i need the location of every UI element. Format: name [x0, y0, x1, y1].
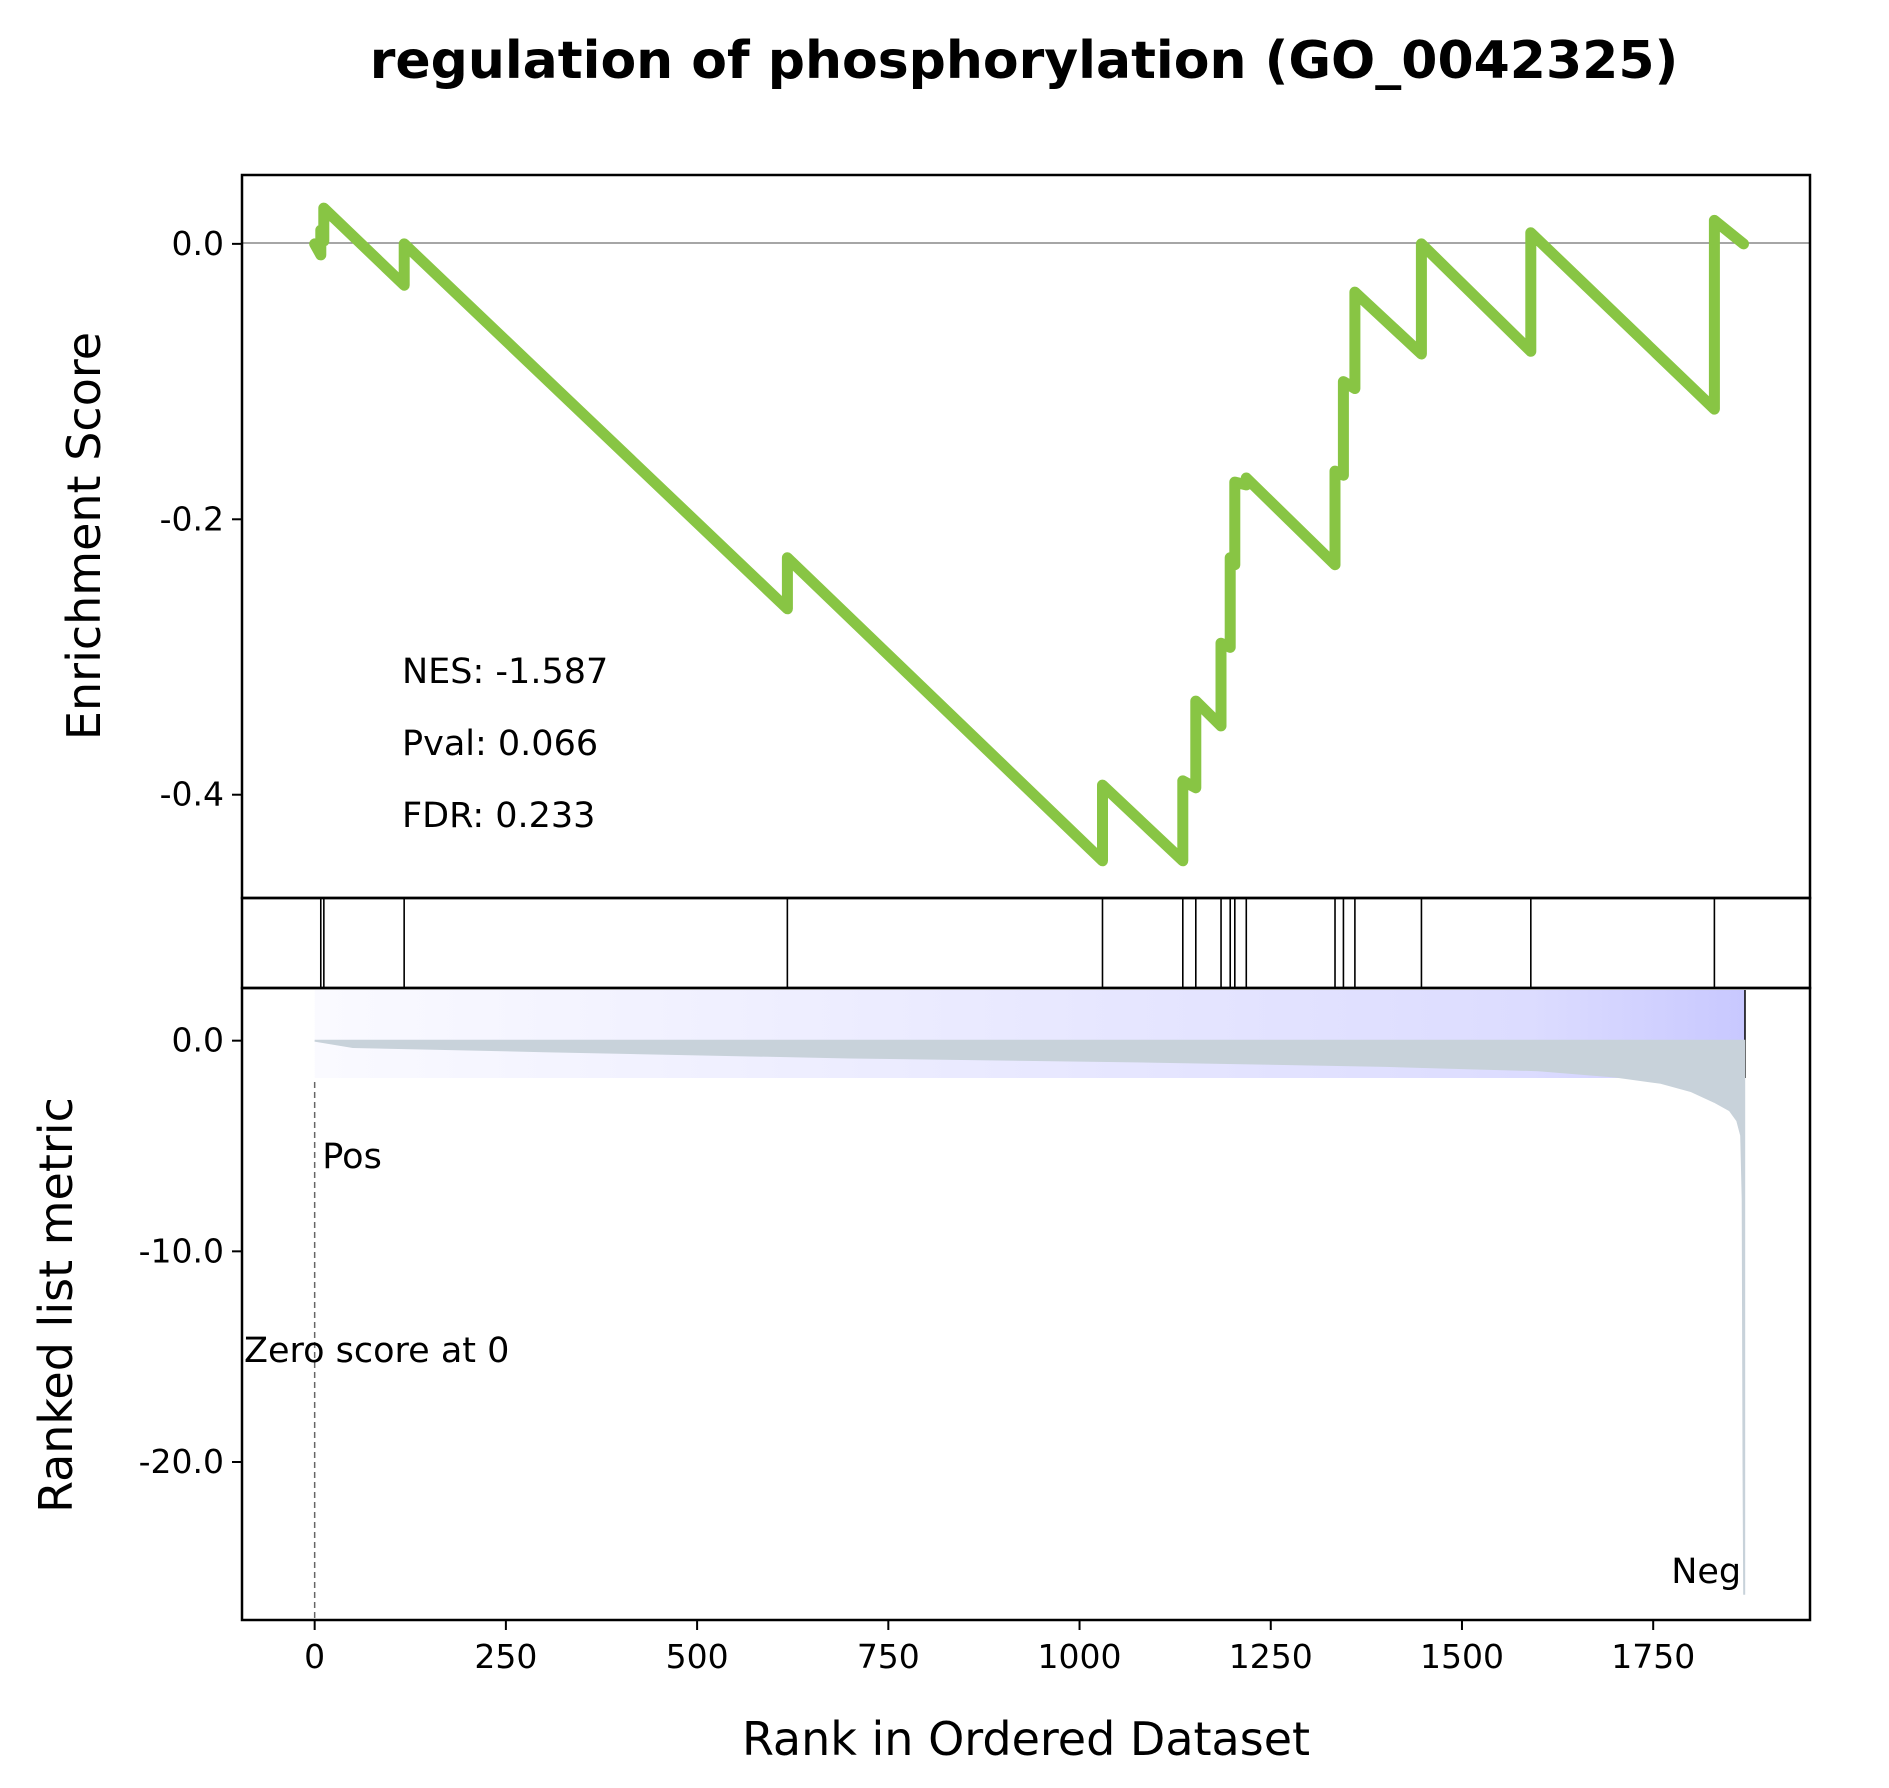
- x-tick-label: 500: [666, 1637, 729, 1676]
- x-tick-label: 1250: [1229, 1637, 1313, 1676]
- x-tick-label: 750: [857, 1637, 920, 1676]
- metric-area-fill: [314, 1039, 1746, 1595]
- hits-axes-frame: [240, 896, 1812, 990]
- es-y-ticks: 0.0 -0.2 -0.4: [160, 224, 242, 814]
- es-series-line: [309, 202, 1749, 867]
- enrichment-panel: 0.0 -0.2 -0.4 NES: -1.587 Pval: 0.066 FDR: 0…: [57, 173, 1812, 900]
- hits-panel: [240, 896, 1812, 990]
- x-tick-label: 1750: [1611, 1637, 1695, 1676]
- rm-y-ticks: 0.0 -10.0 -20.0: [139, 1021, 242, 1481]
- x-tick-label: 0: [304, 1637, 325, 1676]
- stat-annotation: FDR: 0.233: [402, 796, 595, 836]
- hit-markers: [319, 898, 1716, 988]
- x-axis-label: Rank in Ordered Dataset: [742, 1712, 1310, 1766]
- chart-title: regulation of phosphorylation (GO_004232…: [370, 31, 1679, 91]
- x-tick-label: 1500: [1420, 1637, 1504, 1676]
- pos-label: Pos: [322, 1137, 382, 1177]
- ranked-axes-frame: [240, 986, 1812, 1622]
- es-axis-label: Enrichment Score: [57, 332, 111, 740]
- es-tick-label: 0.0: [172, 224, 224, 263]
- neg-label: Neg: [1671, 1552, 1741, 1592]
- x-tick-label: 1000: [1038, 1637, 1122, 1676]
- stats-annotations: NES: -1.587 Pval: 0.066 FDR: 0.233: [402, 652, 608, 836]
- x-axis-ticks: 0 250 500 750 1000 1250 1500 1750: [304, 1620, 1695, 1676]
- zero-score-label: Zero score at 0: [244, 1331, 509, 1371]
- es-tick-label: -0.2: [160, 499, 224, 538]
- rm-tick-label: 0.0: [172, 1021, 224, 1060]
- x-tick-label: 250: [474, 1637, 537, 1676]
- stat-annotation: Pval: 0.066: [402, 724, 598, 764]
- rm-tick-label: -20.0: [139, 1442, 224, 1481]
- ranked-panel: 0.0 -10.0 -20.0 Pos Neg Zero score at 0 Ra…: [29, 986, 1812, 1622]
- es-tick-label: -0.4: [160, 775, 224, 814]
- stat-annotation: NES: -1.587: [402, 652, 608, 692]
- rm-axis-label: Ranked list metric: [29, 1097, 83, 1513]
- rm-tick-label: -10.0: [139, 1231, 224, 1270]
